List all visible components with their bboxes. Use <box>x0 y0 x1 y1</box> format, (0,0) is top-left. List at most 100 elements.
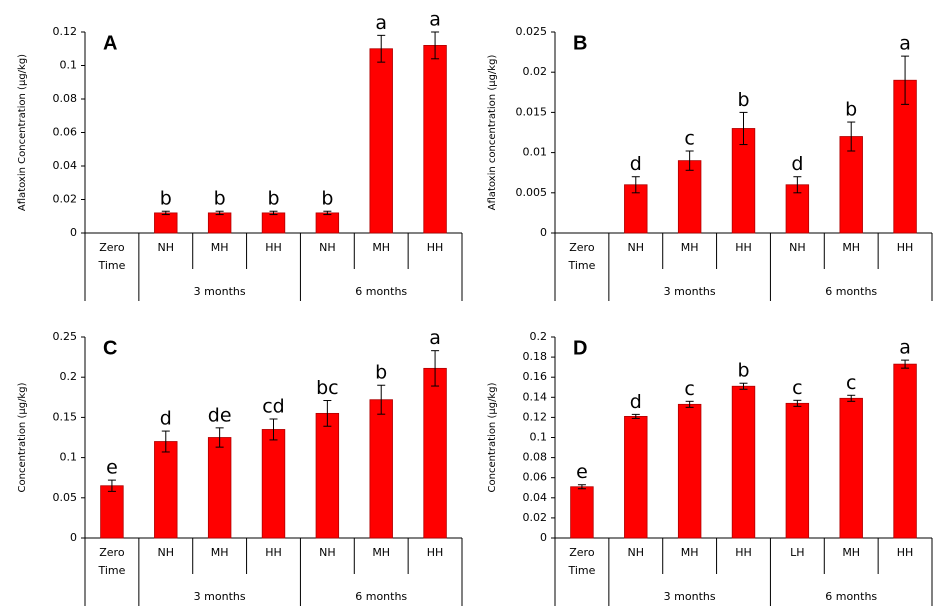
significance-letter: b <box>737 360 749 382</box>
x-tick-label-box: HH <box>426 241 444 254</box>
error-bar <box>685 400 694 408</box>
bar <box>839 397 863 539</box>
y-tick-label: 0.2 <box>60 370 78 383</box>
bar <box>261 429 286 539</box>
y-tick-label: 0.1 <box>530 431 548 444</box>
panel-label: C <box>103 337 117 359</box>
panel-label: B <box>573 32 587 54</box>
x-tick-label: MH <box>680 546 699 559</box>
bar <box>423 45 447 234</box>
error-bar <box>431 350 440 387</box>
y-tick-label: 0.12 <box>53 25 78 38</box>
group-label: 6 months <box>355 590 407 603</box>
x-tick-label-box: NH <box>158 241 175 254</box>
y-axis-label: Concentration (µg/kg) <box>17 382 28 492</box>
x-tick-label-box: HH <box>735 241 752 254</box>
y-tick-label: 0.02 <box>53 193 78 206</box>
significance-letter: bc <box>316 377 339 399</box>
x-tick-label: HH <box>896 546 914 559</box>
x-tick-label: MH <box>842 546 861 559</box>
x-tick-label-box: MH <box>372 241 390 254</box>
y-tick-label: 0.25 <box>53 330 78 343</box>
y-tick-label: 0 <box>70 226 77 239</box>
bar <box>369 399 393 539</box>
error-bar <box>269 210 278 216</box>
error-bar <box>323 400 332 427</box>
significance-letter: c <box>684 127 694 149</box>
group-label: 3 months <box>664 285 716 298</box>
x-tick-label: HH <box>426 546 444 559</box>
x-tick-label: HH <box>265 546 282 559</box>
significance-letter: d <box>630 153 642 175</box>
bar <box>154 212 178 234</box>
y-tick-label: 0.12 <box>523 410 548 423</box>
x-tick-label: Zero Time <box>568 241 596 272</box>
significance-letter: b <box>845 99 857 121</box>
bar <box>100 485 124 539</box>
y-tick-label: 0.18 <box>523 350 548 363</box>
x-tick-label: HH <box>426 241 444 254</box>
x-tick-label-box: HH <box>896 241 914 254</box>
x-tick-label-box: NH <box>319 546 336 559</box>
error-bar <box>793 399 802 407</box>
x-tick-label: NH <box>157 546 175 559</box>
error-bar <box>161 210 170 216</box>
y-axis-label: Concentration (µg/kg) <box>487 382 498 492</box>
x-tick-label-box: MH <box>210 241 229 254</box>
group-label: 6 months <box>825 285 877 298</box>
bar <box>570 486 594 539</box>
x-tick-label-box: MH <box>842 546 861 559</box>
bar <box>677 403 702 539</box>
error-bar <box>847 121 856 152</box>
y-tick-label: 0.05 <box>53 491 78 504</box>
y-tick-label: 0.1 <box>60 451 78 464</box>
x-tick-label-box: NH <box>789 241 806 254</box>
x-tick-label-box: HH <box>265 241 282 254</box>
error-bar <box>901 55 910 105</box>
bar <box>731 385 756 539</box>
x-tick-label: HH <box>896 241 914 254</box>
x-tick-label-box: NH <box>628 546 645 559</box>
y-tick-label: 0.16 <box>523 370 548 383</box>
bar <box>207 437 232 539</box>
x-tick-label: NH <box>789 241 806 254</box>
y-tick-label: 0.08 <box>523 451 548 464</box>
error-bar <box>901 359 910 369</box>
bar <box>315 212 340 234</box>
error-bar <box>847 394 856 402</box>
group-label: 3 months <box>194 590 246 603</box>
y-axis-label: Aflatoxin Concentration (µg/kg) <box>17 54 28 211</box>
error-bar <box>161 430 170 453</box>
x-tick-label-box: Zero Time <box>98 241 125 272</box>
y-tick-label: 0.005 <box>516 186 548 199</box>
y-tick-label: 0 <box>540 531 547 544</box>
x-tick-label-box: MH <box>681 241 699 254</box>
significance-letter: b <box>321 188 333 210</box>
significance-letter: cd <box>262 396 285 418</box>
y-tick-label: 0.2 <box>530 330 548 343</box>
y-tick-label: 0 <box>70 531 77 544</box>
y-tick-label: 0.025 <box>516 25 548 38</box>
group-label: 3 months <box>664 590 716 603</box>
significance-letter: de <box>208 404 232 426</box>
y-tick-label: 0.02 <box>523 511 548 524</box>
y-tick-label: 0.02 <box>523 65 548 78</box>
y-tick-label: 0.015 <box>516 105 548 118</box>
error-bar <box>107 479 116 492</box>
significance-letter: a <box>899 33 911 55</box>
y-tick-label: 0.01 <box>523 146 548 159</box>
bar <box>677 160 702 234</box>
y-tick-label: 0.04 <box>53 159 78 172</box>
x-tick-label: MH <box>842 241 861 254</box>
x-tick-label: HH <box>735 241 752 254</box>
bar <box>893 363 917 539</box>
bar <box>207 212 232 234</box>
y-tick-label: 0.08 <box>53 92 78 105</box>
significance-letter: e <box>106 457 118 479</box>
x-tick-label-box: HH <box>265 546 282 559</box>
x-tick-label-box: MH <box>680 546 699 559</box>
bar <box>261 212 286 234</box>
y-tick-label: 0 <box>540 226 547 239</box>
error-bar <box>685 150 694 171</box>
x-tick-label: MH <box>210 241 229 254</box>
